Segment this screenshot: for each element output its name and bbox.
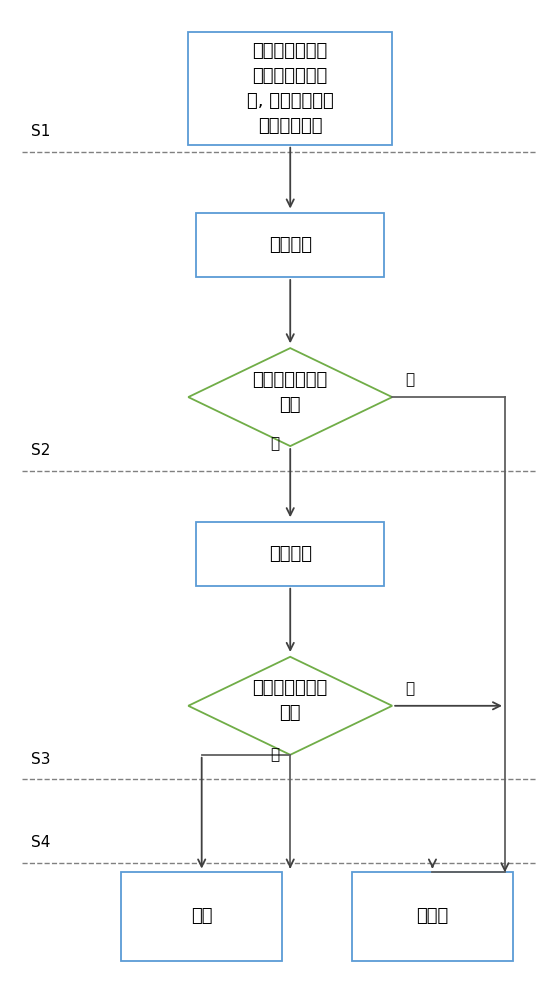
- Text: 靠近热源: 靠近热源: [269, 545, 312, 563]
- Text: 合格: 合格: [191, 908, 212, 926]
- Text: 三个灯泡是否都
点亮: 三个灯泡是否都 点亮: [253, 371, 328, 414]
- Text: S2: S2: [31, 443, 50, 458]
- Text: S4: S4: [31, 835, 50, 850]
- Text: 是: 是: [271, 747, 280, 762]
- Text: 否: 否: [406, 681, 415, 696]
- FancyBboxPatch shape: [196, 522, 384, 586]
- FancyBboxPatch shape: [352, 872, 513, 961]
- Text: 三个灯泡是否都
熄灭: 三个灯泡是否都 熄灭: [253, 679, 328, 722]
- Text: S3: S3: [31, 752, 50, 767]
- Text: 采集室温: 采集室温: [269, 236, 312, 254]
- Text: 给上位机和钠硫
电池管理单元通
电, 设定温度阀值
启动加热开关: 给上位机和钠硫 电池管理单元通 电, 设定温度阀值 启动加热开关: [247, 42, 334, 135]
- Text: S1: S1: [31, 124, 50, 139]
- Text: 不合格: 不合格: [416, 908, 448, 926]
- Text: 否: 否: [406, 372, 415, 387]
- FancyBboxPatch shape: [188, 32, 392, 145]
- Text: 是: 是: [271, 436, 280, 451]
- Polygon shape: [188, 348, 392, 446]
- FancyBboxPatch shape: [196, 213, 384, 277]
- Polygon shape: [188, 657, 392, 755]
- FancyBboxPatch shape: [121, 872, 282, 961]
